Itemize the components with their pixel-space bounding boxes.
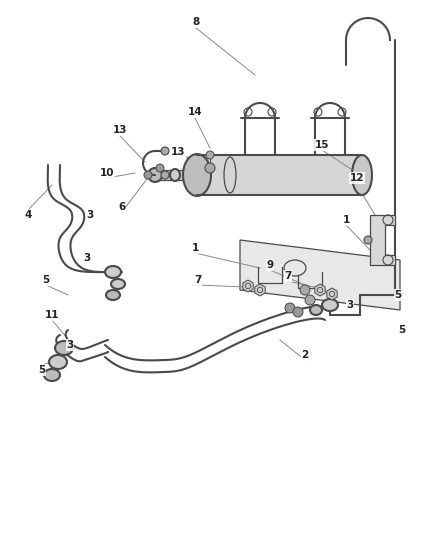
Polygon shape bbox=[254, 284, 265, 296]
Text: 1: 1 bbox=[342, 215, 349, 225]
Text: 5: 5 bbox=[397, 325, 405, 335]
Ellipse shape bbox=[44, 369, 60, 381]
Ellipse shape bbox=[309, 305, 321, 315]
Circle shape bbox=[144, 171, 152, 179]
Text: 9: 9 bbox=[266, 260, 273, 270]
Text: 3: 3 bbox=[86, 210, 93, 220]
Text: 5: 5 bbox=[393, 290, 401, 300]
Polygon shape bbox=[369, 215, 394, 265]
Polygon shape bbox=[197, 155, 361, 195]
Text: 5: 5 bbox=[38, 365, 46, 375]
Circle shape bbox=[205, 151, 213, 159]
Text: 13: 13 bbox=[170, 147, 185, 157]
Polygon shape bbox=[314, 284, 325, 296]
Text: 4: 4 bbox=[24, 210, 32, 220]
Circle shape bbox=[304, 295, 314, 305]
Circle shape bbox=[284, 303, 294, 313]
Polygon shape bbox=[326, 288, 336, 300]
Ellipse shape bbox=[283, 260, 305, 276]
Text: 7: 7 bbox=[194, 275, 201, 285]
Ellipse shape bbox=[55, 341, 73, 355]
Ellipse shape bbox=[49, 355, 67, 369]
Ellipse shape bbox=[106, 290, 120, 300]
Text: 2: 2 bbox=[301, 350, 308, 360]
Circle shape bbox=[205, 163, 215, 173]
Text: 8: 8 bbox=[192, 17, 199, 27]
Circle shape bbox=[299, 285, 309, 295]
Text: 13: 13 bbox=[113, 125, 127, 135]
Text: 14: 14 bbox=[187, 107, 202, 117]
Circle shape bbox=[161, 171, 169, 179]
Text: 6: 6 bbox=[118, 202, 125, 212]
Polygon shape bbox=[240, 240, 399, 310]
Text: 7: 7 bbox=[284, 271, 291, 281]
Text: 3: 3 bbox=[346, 300, 353, 310]
Text: 1: 1 bbox=[191, 243, 198, 253]
Text: 5: 5 bbox=[42, 275, 49, 285]
Text: 12: 12 bbox=[349, 173, 364, 183]
Text: 10: 10 bbox=[99, 168, 114, 178]
Ellipse shape bbox=[105, 266, 121, 278]
Polygon shape bbox=[155, 170, 197, 180]
Ellipse shape bbox=[148, 168, 162, 182]
Polygon shape bbox=[242, 280, 253, 292]
Ellipse shape bbox=[351, 155, 371, 195]
Ellipse shape bbox=[170, 169, 180, 181]
Text: 3: 3 bbox=[66, 340, 74, 350]
Text: 11: 11 bbox=[45, 310, 59, 320]
Text: 15: 15 bbox=[314, 140, 328, 150]
Circle shape bbox=[161, 147, 169, 155]
Text: 3: 3 bbox=[83, 253, 90, 263]
Circle shape bbox=[292, 307, 302, 317]
Ellipse shape bbox=[183, 154, 211, 196]
Ellipse shape bbox=[321, 299, 337, 311]
Circle shape bbox=[155, 164, 164, 172]
Circle shape bbox=[363, 236, 371, 244]
Ellipse shape bbox=[111, 279, 125, 289]
